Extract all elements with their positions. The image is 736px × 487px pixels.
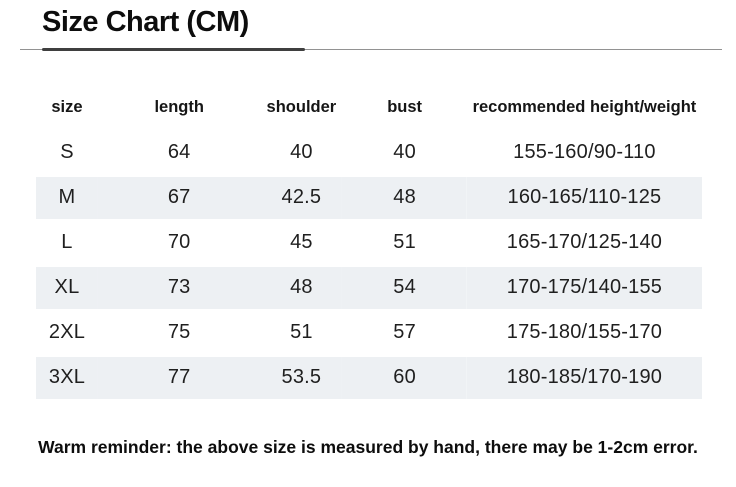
- column-header-recommended: recommended height/weight: [472, 98, 697, 116]
- cell-length: 67: [97, 175, 261, 220]
- cell-shoulder: 42.5: [260, 175, 343, 220]
- title-underline-thin: [20, 49, 722, 50]
- table-row-l: L 70 45 51 165-170/125-140: [36, 220, 702, 265]
- column-header-size: size: [51, 98, 83, 116]
- cell-length: 70: [167, 231, 191, 253]
- cell-length: 75: [167, 321, 191, 343]
- cell-size: L: [61, 231, 73, 253]
- cell-shoulder: 51: [290, 321, 313, 343]
- cell-size: 3XL: [36, 355, 98, 400]
- cell-bust: 54: [342, 265, 467, 310]
- cell-size: XL: [36, 265, 98, 310]
- cell-size: M: [36, 175, 98, 220]
- size-chart-table: size length shoulder bust recommended he…: [36, 85, 702, 400]
- cell-length: 73: [97, 265, 261, 310]
- cell-shoulder: 45: [290, 231, 313, 253]
- table-row-s: S 64 40 40 155-160/90-110: [36, 130, 702, 175]
- table-row-3xl: 3XL 77 53.5 60 180-185/170-190: [36, 355, 702, 400]
- cell-size: 2XL: [48, 321, 86, 343]
- table-body: S 64 40 40 155-160/90-110 M 67 42.5 48 1…: [36, 130, 702, 400]
- cell-bust: 51: [393, 231, 416, 253]
- cell-recommended: 180-185/170-190: [466, 355, 702, 400]
- cell-bust: 60: [342, 355, 467, 400]
- cell-recommended: 175-180/155-170: [506, 321, 663, 343]
- cell-length: 64: [167, 141, 191, 163]
- cell-shoulder: 53.5: [260, 355, 343, 400]
- cell-recommended: 165-170/125-140: [506, 231, 663, 253]
- cell-bust: 48: [342, 175, 467, 220]
- table-row-2xl: 2XL 75 51 57 175-180/155-170: [36, 310, 702, 355]
- warm-reminder-note: Warm reminder: the above size is measure…: [38, 437, 698, 457]
- table-header: size length shoulder bust recommended he…: [36, 85, 702, 130]
- column-header-bust: bust: [387, 98, 423, 116]
- page-title: Size Chart (CM): [42, 6, 249, 38]
- cell-bust: 57: [393, 321, 416, 343]
- column-header-length: length: [154, 98, 204, 116]
- title-underline-thick: [42, 48, 305, 51]
- table-row-xl: XL 73 48 54 170-175/140-155: [36, 265, 702, 310]
- table-row-m: M 67 42.5 48 160-165/110-125: [36, 175, 702, 220]
- cell-bust: 40: [393, 141, 416, 163]
- cell-shoulder: 48: [260, 265, 343, 310]
- header-row: size length shoulder bust recommended he…: [36, 85, 702, 130]
- column-header-shoulder: shoulder: [266, 98, 337, 116]
- cell-recommended: 160-165/110-125: [466, 175, 702, 220]
- cell-shoulder: 40: [290, 141, 313, 163]
- cell-recommended: 155-160/90-110: [513, 141, 656, 163]
- cell-length: 77: [97, 355, 261, 400]
- cell-recommended: 170-175/140-155: [466, 265, 702, 310]
- cell-size: S: [60, 141, 74, 163]
